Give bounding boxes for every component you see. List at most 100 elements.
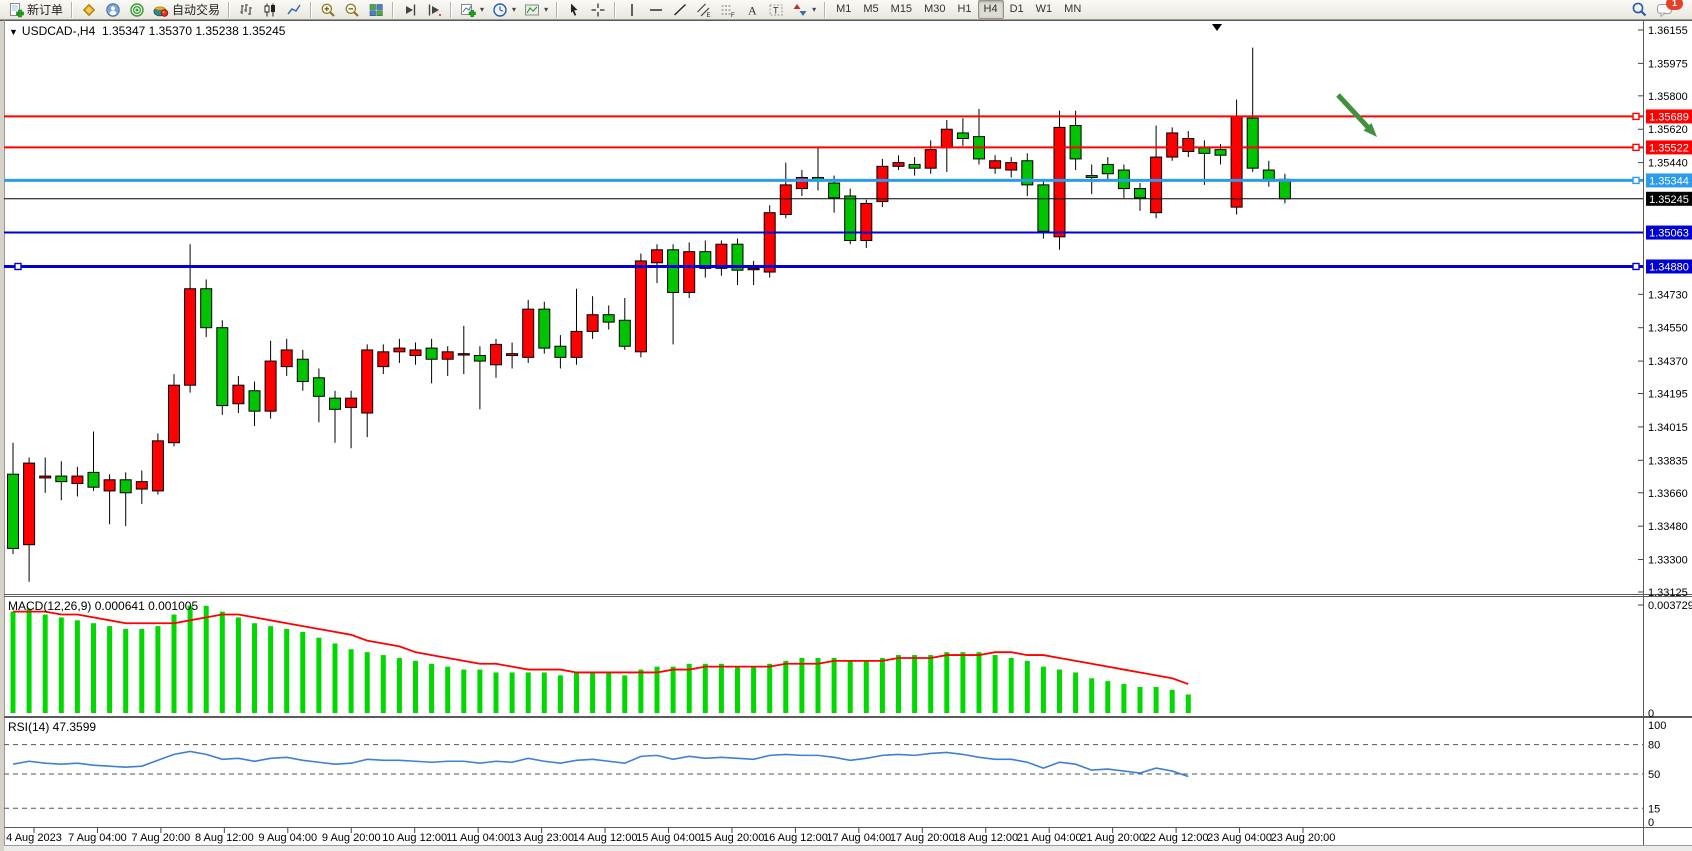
arrows-tool-button[interactable] xyxy=(788,0,820,20)
bar-chart-button[interactable] xyxy=(234,0,258,20)
svg-text:1.35975: 1.35975 xyxy=(1648,58,1688,70)
new-order-button[interactable]: 新订单 xyxy=(4,0,67,20)
add-indicator-icon xyxy=(461,3,476,17)
cursor-icon xyxy=(571,3,578,16)
chart-shift-button[interactable] xyxy=(422,0,446,20)
community-button[interactable] xyxy=(101,0,125,20)
horizontal-level-lines[interactable] xyxy=(4,112,1643,271)
dropdown-caret-icon xyxy=(480,5,484,14)
bar-chart-icon xyxy=(240,3,253,15)
vertical-line-icon xyxy=(631,3,633,16)
toolbar-separator xyxy=(824,1,827,18)
svg-text:23 Aug 20:00: 23 Aug 20:00 xyxy=(1271,832,1336,844)
auto-scroll-button[interactable] xyxy=(398,0,422,20)
timeframe-m30-button[interactable]: M30 xyxy=(924,3,946,15)
svg-text:4 Aug 2023: 4 Aug 2023 xyxy=(6,832,62,844)
search-button[interactable] xyxy=(1627,0,1652,20)
clock-icon xyxy=(493,2,507,17)
new-order-label: 新订单 xyxy=(27,3,64,17)
svg-text:10 Aug 12:00: 10 Aug 12:00 xyxy=(382,832,447,844)
svg-text:1.35620: 1.35620 xyxy=(1648,124,1688,136)
scroll-to-end-marker-icon[interactable] xyxy=(1212,24,1222,31)
svg-text:80: 80 xyxy=(1648,740,1660,752)
cursor-tool-button[interactable] xyxy=(562,0,586,20)
vertical-line-tool-button[interactable] xyxy=(620,0,644,20)
svg-text:1.33480: 1.33480 xyxy=(1648,521,1688,533)
crosshair-tool-button[interactable] xyxy=(586,0,610,20)
toolbar-separator xyxy=(228,1,231,18)
signals-icon xyxy=(130,2,144,17)
notification-count-badge: 1 xyxy=(1666,0,1683,10)
timeframe-h4-button[interactable]: H4 xyxy=(977,0,1004,19)
date-axis[interactable]: 4 Aug 2023 7 Aug 04:00 7 Aug 20:00 8 Aug 12… xyxy=(6,828,1335,844)
trendline-tool-button[interactable] xyxy=(668,0,692,20)
channel-tool-button[interactable]: E xyxy=(692,0,716,20)
timeframe-mn-button[interactable]: MN xyxy=(1064,3,1082,15)
horizontal-line-tool-button[interactable] xyxy=(644,0,668,20)
svg-text:1.35800: 1.35800 xyxy=(1648,91,1688,103)
chart-background xyxy=(4,20,1692,845)
text-label-icon: T xyxy=(769,4,783,15)
signals-button[interactable] xyxy=(125,0,149,20)
svg-text:F: F xyxy=(731,13,735,18)
community-profile-icon xyxy=(106,2,120,17)
dropdown-caret-icon xyxy=(544,5,548,14)
dropdown-caret-icon xyxy=(812,5,816,14)
zoom-out-button[interactable] xyxy=(340,0,364,20)
chart-menu-triangle-icon[interactable]: ▼ xyxy=(9,27,18,37)
svg-text:0: 0 xyxy=(1648,817,1654,829)
timeframe-m5-button[interactable]: M5 xyxy=(863,3,879,15)
svg-text:1.36155: 1.36155 xyxy=(1648,25,1688,37)
annotation-arrow[interactable] xyxy=(1336,93,1377,137)
template-icon xyxy=(525,4,540,15)
svg-text:1.34730: 1.34730 xyxy=(1648,289,1688,301)
auto-trading-button[interactable]: 自动交易 xyxy=(149,0,224,20)
svg-text:1.35440: 1.35440 xyxy=(1648,158,1688,170)
arrow-objects-icon xyxy=(793,3,807,16)
metaeditor-button[interactable] xyxy=(77,0,101,20)
svg-text:22 Aug 12:00: 22 Aug 12:00 xyxy=(1144,832,1209,844)
text-label-tool-button[interactable]: T xyxy=(764,0,788,20)
toolbar-separator xyxy=(310,1,313,18)
svg-text:1.34195: 1.34195 xyxy=(1648,389,1688,401)
add-indicator-button[interactable] xyxy=(456,0,488,20)
price-axis[interactable]: 1.36155 1.35975 1.35800 1.35620 1.35440 1.347… xyxy=(1638,25,1688,599)
svg-text:1.35245: 1.35245 xyxy=(1649,194,1689,206)
notifications-button[interactable]: 1 xyxy=(1652,0,1683,20)
metaeditor-diamond-icon xyxy=(82,3,96,16)
candlestick-chart-button[interactable] xyxy=(258,0,282,20)
timeframe-h1-button[interactable]: H1 xyxy=(957,3,972,15)
toolbar: 新订单 自动交易 xyxy=(0,0,1692,20)
zoom-in-button[interactable] xyxy=(316,0,340,20)
timeframe-m1-button[interactable]: M1 xyxy=(836,3,852,15)
timeframe-w1-button[interactable]: W1 xyxy=(1035,3,1053,15)
fibonacci-icon: F xyxy=(721,5,735,18)
zoom-out-icon xyxy=(345,3,359,17)
svg-text:15 Aug 04:00: 15 Aug 04:00 xyxy=(636,832,701,844)
rsi-axis[interactable]: 100 80 50 15 0 xyxy=(1648,720,1666,829)
svg-text:16 Aug 12:00: 16 Aug 12:00 xyxy=(763,832,828,844)
timeframe-d1-button[interactable]: D1 xyxy=(1009,3,1024,15)
fibonacci-tool-button[interactable]: F xyxy=(716,0,740,20)
window-frame-left xyxy=(0,20,4,851)
svg-text:T: T xyxy=(773,5,779,15)
dropdown-caret-icon xyxy=(512,5,516,14)
svg-text:23 Aug 04:00: 23 Aug 04:00 xyxy=(1207,832,1272,844)
chart-shift-icon xyxy=(428,4,442,16)
svg-text:9 Aug 04:00: 9 Aug 04:00 xyxy=(258,832,317,844)
period-clock-button[interactable] xyxy=(488,0,520,20)
tile-windows-button[interactable] xyxy=(364,0,388,20)
candlestick-series xyxy=(7,47,1291,582)
svg-text:17 Aug 20:00: 17 Aug 20:00 xyxy=(890,832,955,844)
svg-text:1.33125: 1.33125 xyxy=(1648,587,1688,599)
toolbar-separator xyxy=(392,1,395,18)
svg-text:18 Aug 12:00: 18 Aug 12:00 xyxy=(953,832,1018,844)
macd-axis[interactable]: 0.003729 0 xyxy=(1638,600,1692,720)
text-tool-button[interactable]: A xyxy=(740,0,764,20)
equidistant-channel-icon: E xyxy=(697,3,711,18)
chart-template-button[interactable] xyxy=(520,0,552,20)
timeframe-m15-button[interactable]: M15 xyxy=(890,3,913,15)
line-chart-button[interactable] xyxy=(282,0,306,20)
